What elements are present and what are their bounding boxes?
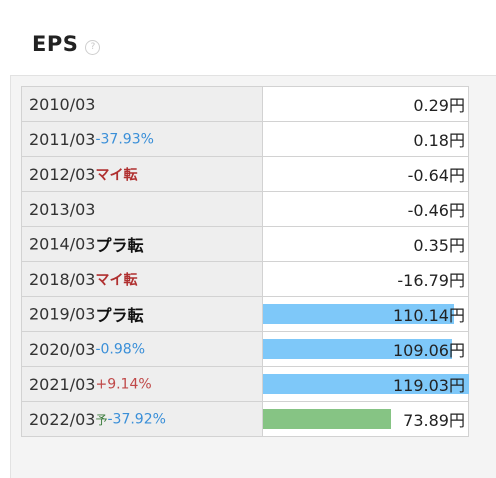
eps-forecast-bar — [263, 409, 391, 429]
eps-unit: 円 — [448, 236, 465, 255]
table-row: 2013/03 -0.46円 — [21, 191, 469, 227]
table-row: 2014/03プラ転 0.35円 — [21, 226, 469, 262]
eps-number: 0.29 — [413, 96, 449, 115]
period-cell: 2019/03プラ転 — [21, 296, 263, 332]
period-label: 2020/03 — [29, 340, 96, 359]
eps-number: 109.06 — [393, 341, 449, 360]
eps-amount: 119.03円 — [393, 376, 468, 395]
eps-amount: 109.06円 — [393, 341, 468, 360]
table-row: 2019/03プラ転 110.14円 — [21, 296, 469, 332]
eps-value-cell: -0.64円 — [262, 156, 469, 192]
period-label: 2012/03 — [29, 164, 96, 184]
eps-value-cell: 110.14円 — [262, 296, 469, 332]
change-percent: -37.92% — [107, 411, 166, 428]
eps-amount: -16.79円 — [397, 271, 468, 290]
turn-positive-tag: プラ転 — [95, 236, 144, 255]
eps-bar — [263, 304, 454, 324]
table-row: 2011/03-37.93% 0.18円 — [21, 121, 469, 157]
eps-amount: 110.14円 — [393, 306, 468, 325]
change-percent: +9.14% — [95, 376, 152, 393]
change-percent: -0.98% — [95, 341, 145, 358]
eps-value-cell: 73.89円 — [262, 401, 469, 437]
eps-amount: 0.35円 — [413, 236, 468, 255]
period-label: 2019/03 — [29, 304, 96, 324]
eps-value-cell: -0.46円 — [262, 191, 469, 227]
table-row: 2010/03 0.29円 — [21, 86, 469, 122]
eps-value-cell: 119.03円 — [262, 366, 469, 402]
period-label: 2018/03 — [29, 269, 96, 289]
table-row: 2022/03予-37.92% 73.89円 — [21, 401, 469, 437]
eps-table: 2010/03 0.29円 2011/03-37.93% 0.18円 2012/03マイ… — [21, 86, 469, 437]
period-cell: 2022/03予-37.92% — [21, 401, 263, 437]
period-cell: 2013/03 — [21, 191, 263, 227]
eps-amount: 0.29円 — [413, 96, 468, 115]
eps-number: -0.64 — [407, 166, 449, 185]
eps-value-cell: 109.06円 — [262, 331, 469, 367]
eps-bar — [263, 339, 452, 359]
period-label: 2011/03 — [29, 130, 96, 149]
page-title: EPS — [32, 32, 79, 56]
period-cell: 2021/03+9.14% — [21, 366, 263, 402]
eps-number: -16.79 — [397, 271, 449, 290]
eps-unit: 円 — [448, 411, 465, 430]
eps-amount: 0.18円 — [413, 131, 468, 150]
eps-amount: -0.46円 — [408, 201, 468, 220]
eps-amount: 73.89円 — [403, 411, 468, 430]
eps-number: 0.35 — [413, 236, 449, 255]
turn-positive-tag: プラ転 — [95, 306, 144, 325]
table-row: 2012/03マイ転 -0.64円 — [21, 156, 469, 192]
period-label: 2022/03 — [29, 410, 96, 429]
period-cell: 2010/03 — [21, 86, 263, 122]
eps-unit: 円 — [448, 96, 465, 115]
eps-number: 119.03 — [393, 376, 449, 395]
eps-unit: 円 — [448, 131, 465, 150]
eps-unit: 円 — [448, 166, 465, 185]
period-cell: 2018/03マイ転 — [21, 261, 263, 297]
eps-value-cell: 0.18円 — [262, 121, 469, 157]
eps-number: -0.46 — [407, 201, 449, 220]
table-row: 2020/03-0.98% 109.06円 — [21, 331, 469, 367]
period-cell: 2020/03-0.98% — [21, 331, 263, 367]
period-label: 2010/03 — [29, 95, 96, 114]
eps-value-cell: -16.79円 — [262, 261, 469, 297]
period-label: 2014/03 — [29, 234, 96, 254]
eps-unit: 円 — [448, 341, 465, 360]
eps-value-cell: 0.29円 — [262, 86, 469, 122]
period-cell: 2012/03マイ転 — [21, 156, 263, 192]
turn-negative-tag: マイ転 — [95, 272, 138, 289]
eps-amount: -0.64円 — [408, 166, 468, 185]
eps-header: EPS ? — [32, 24, 101, 64]
period-label: 2021/03 — [29, 375, 96, 394]
eps-unit: 円 — [448, 271, 465, 290]
eps-bar — [263, 374, 469, 394]
forecast-mark: 予 — [95, 413, 108, 427]
eps-unit: 円 — [448, 201, 465, 220]
eps-value-cell: 0.35円 — [262, 226, 469, 262]
period-label: 2013/03 — [29, 200, 96, 219]
turn-negative-tag: マイ転 — [95, 167, 138, 184]
eps-number: 110.14 — [393, 306, 449, 325]
change-percent: -37.93% — [95, 131, 154, 148]
eps-number: 73.89 — [403, 411, 449, 430]
eps-unit: 円 — [448, 306, 465, 325]
period-cell: 2014/03プラ転 — [21, 226, 263, 262]
eps-unit: 円 — [448, 376, 465, 395]
table-row: 2018/03マイ転 -16.79円 — [21, 261, 469, 297]
eps-table-body: 2010/03 0.29円 2011/03-37.93% 0.18円 2012/03マイ… — [21, 86, 469, 437]
period-cell: 2011/03-37.93% — [21, 121, 263, 157]
eps-number: 0.18 — [413, 131, 449, 150]
help-icon[interactable]: ? — [85, 39, 101, 55]
table-row: 2021/03+9.14% 119.03円 — [21, 366, 469, 402]
